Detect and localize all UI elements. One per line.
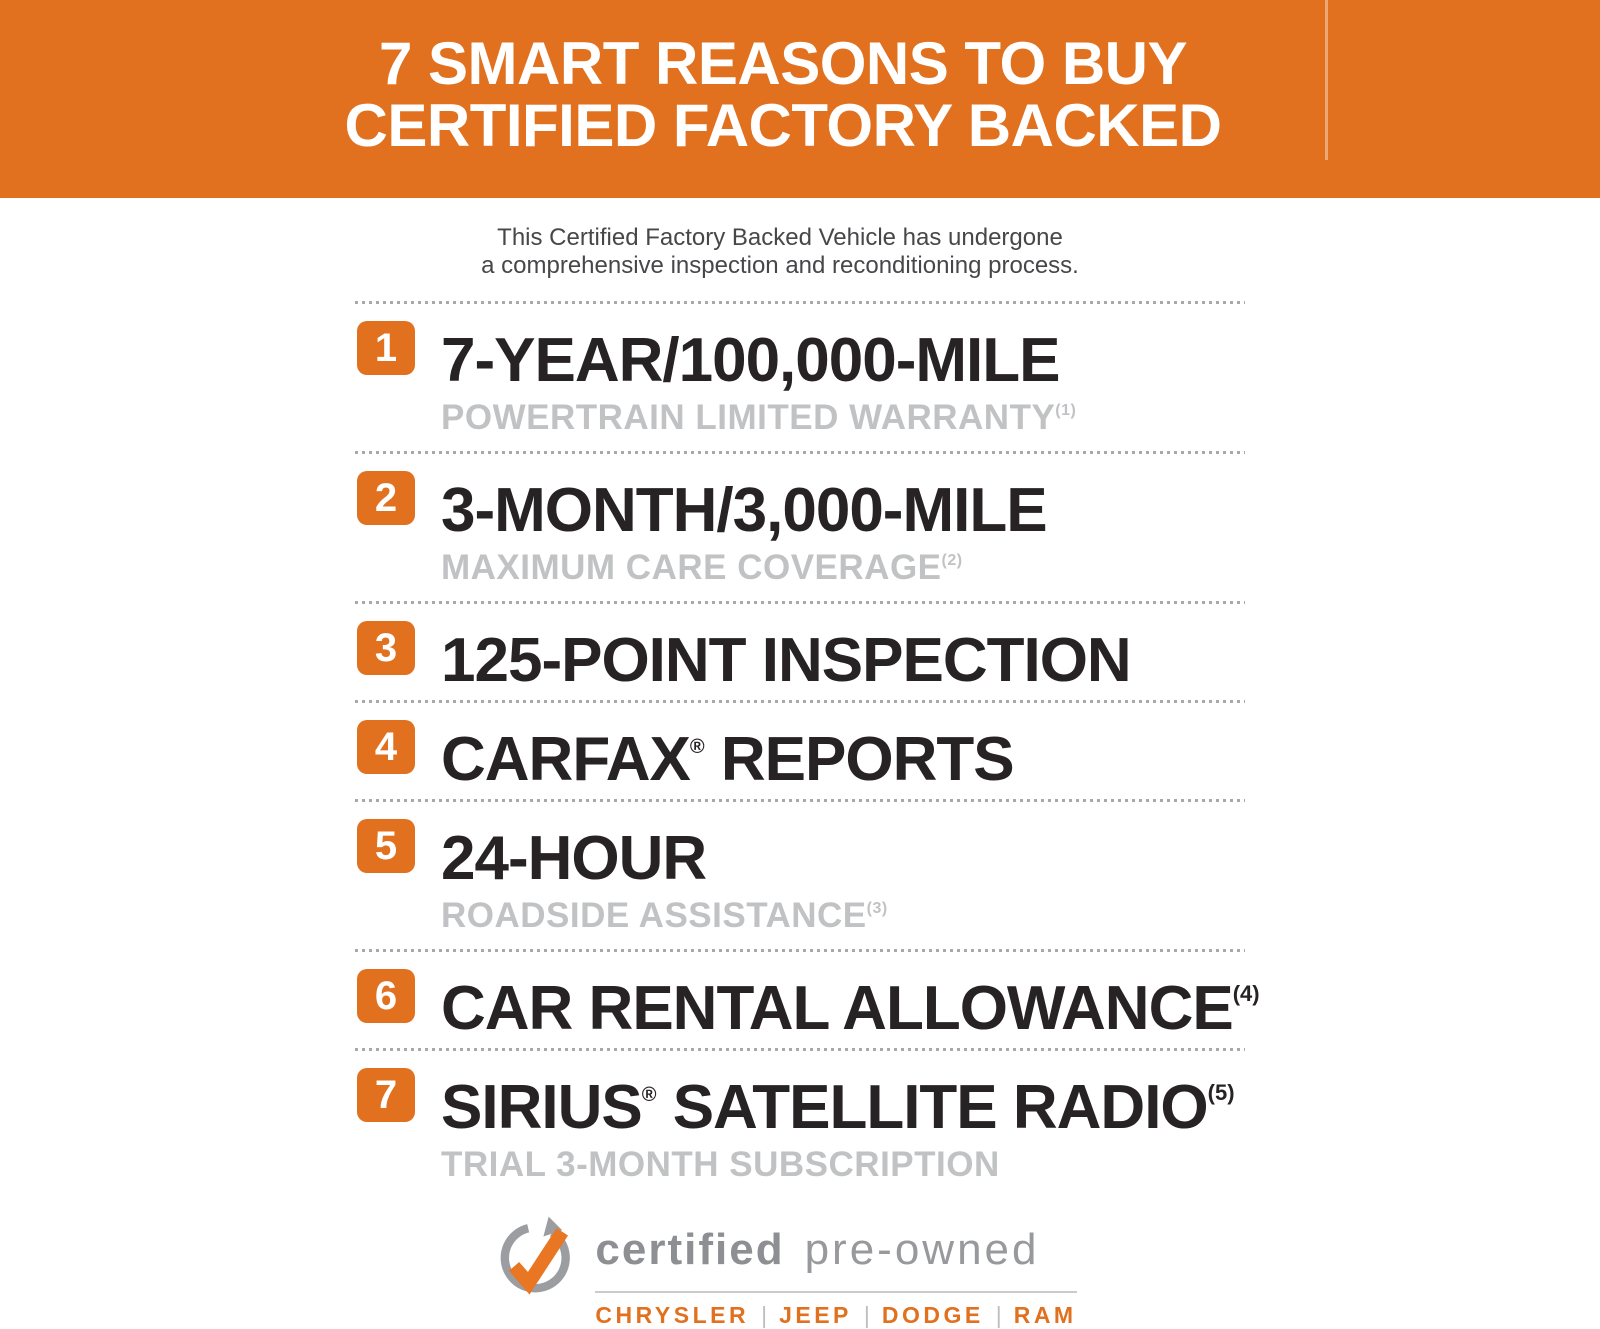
certified-checkmark-icon <box>501 1216 571 1295</box>
intro-line1: This Certified Factory Backed Vehicle ha… <box>497 224 1063 251</box>
dotted-divider <box>355 700 1245 703</box>
item-subtitle-text: TRIAL 3-MONTH SUBSCRIPTION <box>441 1145 1000 1184</box>
header-title-line2: CERTIFIED FACTORY BACKED <box>344 92 1222 159</box>
item-text: 3-MONTH/3,000-MILE MAXIMUM CARE COVERAGE… <box>441 467 1048 587</box>
footnote-marker: (2) <box>941 552 963 569</box>
item-subtitle: POWERTRAIN LIMITED WARRANTY(1) <box>441 392 1076 436</box>
logo-divider <box>595 1291 1077 1293</box>
item-title: CARFAX® REPORTS <box>441 716 1015 791</box>
header-title-line1: 7 SMART REASONS TO BUY <box>379 30 1188 97</box>
item-number-badge: 6 <box>357 969 415 1023</box>
intro-text: This Certified Factory Backed Vehicle ha… <box>355 224 1245 280</box>
reasons-list: 1 7-YEAR/100,000-MILE POWERTRAIN LIMITED… <box>355 301 1260 1198</box>
list-item: 7 SIRIUS® SATELLITE RADIO(5) TRIAL 3-MON… <box>355 1051 1245 1198</box>
list-item: 2 3-MONTH/3,000-MILE MAXIMUM CARE COVERA… <box>355 454 1245 601</box>
dotted-divider <box>355 1048 1245 1051</box>
cpo-wordmark-preowned: pre-owned <box>804 1225 1040 1274</box>
item-title-text: SIRIUS <box>441 1073 643 1142</box>
item-text: 7-YEAR/100,000-MILE POWERTRAIN LIMITED W… <box>441 317 1076 437</box>
pipe-separator: | <box>995 1302 1002 1328</box>
item-title-text: 7-YEAR/100,000-MILE <box>441 326 1060 395</box>
item-title-text: 3-MONTH/3,000-MILE <box>441 476 1048 545</box>
intro-line2: a comprehensive inspection and reconditi… <box>481 252 1079 279</box>
brand-list: CHRYSLER | JEEP | DODGE | RAM <box>595 1302 1076 1329</box>
content-column: This Certified Factory Backed Vehicle ha… <box>355 224 1260 1198</box>
item-number-badge: 7 <box>357 1068 415 1122</box>
header-accent-line <box>1325 0 1328 160</box>
item-title-text: CARFAX <box>441 725 691 794</box>
registered-mark: ® <box>689 736 705 758</box>
list-item: 4 CARFAX® REPORTS <box>355 703 1245 799</box>
footnote-marker: (4) <box>1232 981 1260 1006</box>
item-title: 3-MONTH/3,000-MILE <box>441 467 1048 542</box>
footnote-marker: (5) <box>1207 1080 1235 1105</box>
item-text: 125-POINT INSPECTION <box>441 617 1132 692</box>
brand-ram: RAM <box>1013 1302 1077 1328</box>
brand-dodge: DODGE <box>881 1302 984 1328</box>
dotted-divider <box>355 451 1245 454</box>
item-text: SIRIUS® SATELLITE RADIO(5) TRIAL 3-MONTH… <box>441 1064 1235 1184</box>
footnote-marker: (3) <box>866 900 888 917</box>
item-subtitle: MAXIMUM CARE COVERAGE(2) <box>441 542 1047 586</box>
cpo-logo: certified pre-owned CHRYSLER | JEEP | DODGE | R… <box>0 1214 1600 1329</box>
item-title: SIRIUS® SATELLITE RADIO(5) <box>441 1064 1235 1139</box>
item-title-text2: SATELLITE RADIO <box>656 1073 1209 1142</box>
list-item: 1 7-YEAR/100,000-MILE POWERTRAIN LIMITED… <box>355 304 1245 451</box>
item-title: 7-YEAR/100,000-MILE <box>441 317 1076 392</box>
dotted-divider <box>355 601 1245 604</box>
item-title: 24-HOUR <box>441 815 888 890</box>
footnote-marker: (1) <box>1055 402 1077 419</box>
header-banner: 7 SMART REASONS TO BUY CERTIFIED FACTORY… <box>0 0 1600 198</box>
list-item: 3 125-POINT INSPECTION <box>355 604 1245 700</box>
item-number-badge: 1 <box>357 321 415 375</box>
item-number-badge: 2 <box>357 471 415 525</box>
pipe-separator: | <box>761 1302 768 1328</box>
pipe-separator: | <box>863 1302 870 1328</box>
list-item: 5 24-HOUR ROADSIDE ASSISTANCE(3) <box>355 802 1245 949</box>
item-title: CAR RENTAL ALLOWANCE(4) <box>441 965 1260 1040</box>
item-subtitle-text: MAXIMUM CARE COVERAGE <box>441 548 942 587</box>
item-title-text: 125-POINT INSPECTION <box>441 626 1132 695</box>
dotted-divider <box>355 301 1245 304</box>
item-title-text2: REPORTS <box>704 725 1015 794</box>
item-number-badge: 5 <box>357 819 415 873</box>
item-title: 125-POINT INSPECTION <box>441 617 1132 692</box>
item-text: CARFAX® REPORTS <box>441 716 1015 791</box>
brand-chrysler: CHRYSLER <box>595 1302 750 1328</box>
cpo-wordmark: certified pre-owned <box>595 1226 1076 1284</box>
header-title: 7 SMART REASONS TO BUY CERTIFIED FACTORY… <box>0 0 1600 157</box>
item-subtitle-text: POWERTRAIN LIMITED WARRANTY <box>441 398 1056 437</box>
brand-jeep: JEEP <box>779 1302 852 1328</box>
registered-mark: ® <box>641 1084 657 1106</box>
item-text: CAR RENTAL ALLOWANCE(4) <box>441 965 1260 1040</box>
cpo-wordmark-certified: certified <box>595 1225 785 1274</box>
item-number-badge: 3 <box>357 621 415 675</box>
dotted-divider <box>355 949 1245 952</box>
item-subtitle: TRIAL 3-MONTH SUBSCRIPTION <box>441 1139 1235 1183</box>
list-item: 6 CAR RENTAL ALLOWANCE(4) <box>355 952 1260 1048</box>
dotted-divider <box>355 799 1245 802</box>
item-text: 24-HOUR ROADSIDE ASSISTANCE(3) <box>441 815 888 935</box>
item-title-text: CAR RENTAL ALLOWANCE <box>441 974 1234 1043</box>
item-number-badge: 4 <box>357 720 415 774</box>
item-subtitle: ROADSIDE ASSISTANCE(3) <box>441 890 888 934</box>
item-subtitle-text: ROADSIDE ASSISTANCE <box>441 896 867 935</box>
item-title-text: 24-HOUR <box>441 824 707 893</box>
cpo-wordmark-block: certified pre-owned CHRYSLER | JEEP | DODGE | R… <box>595 1226 1077 1329</box>
